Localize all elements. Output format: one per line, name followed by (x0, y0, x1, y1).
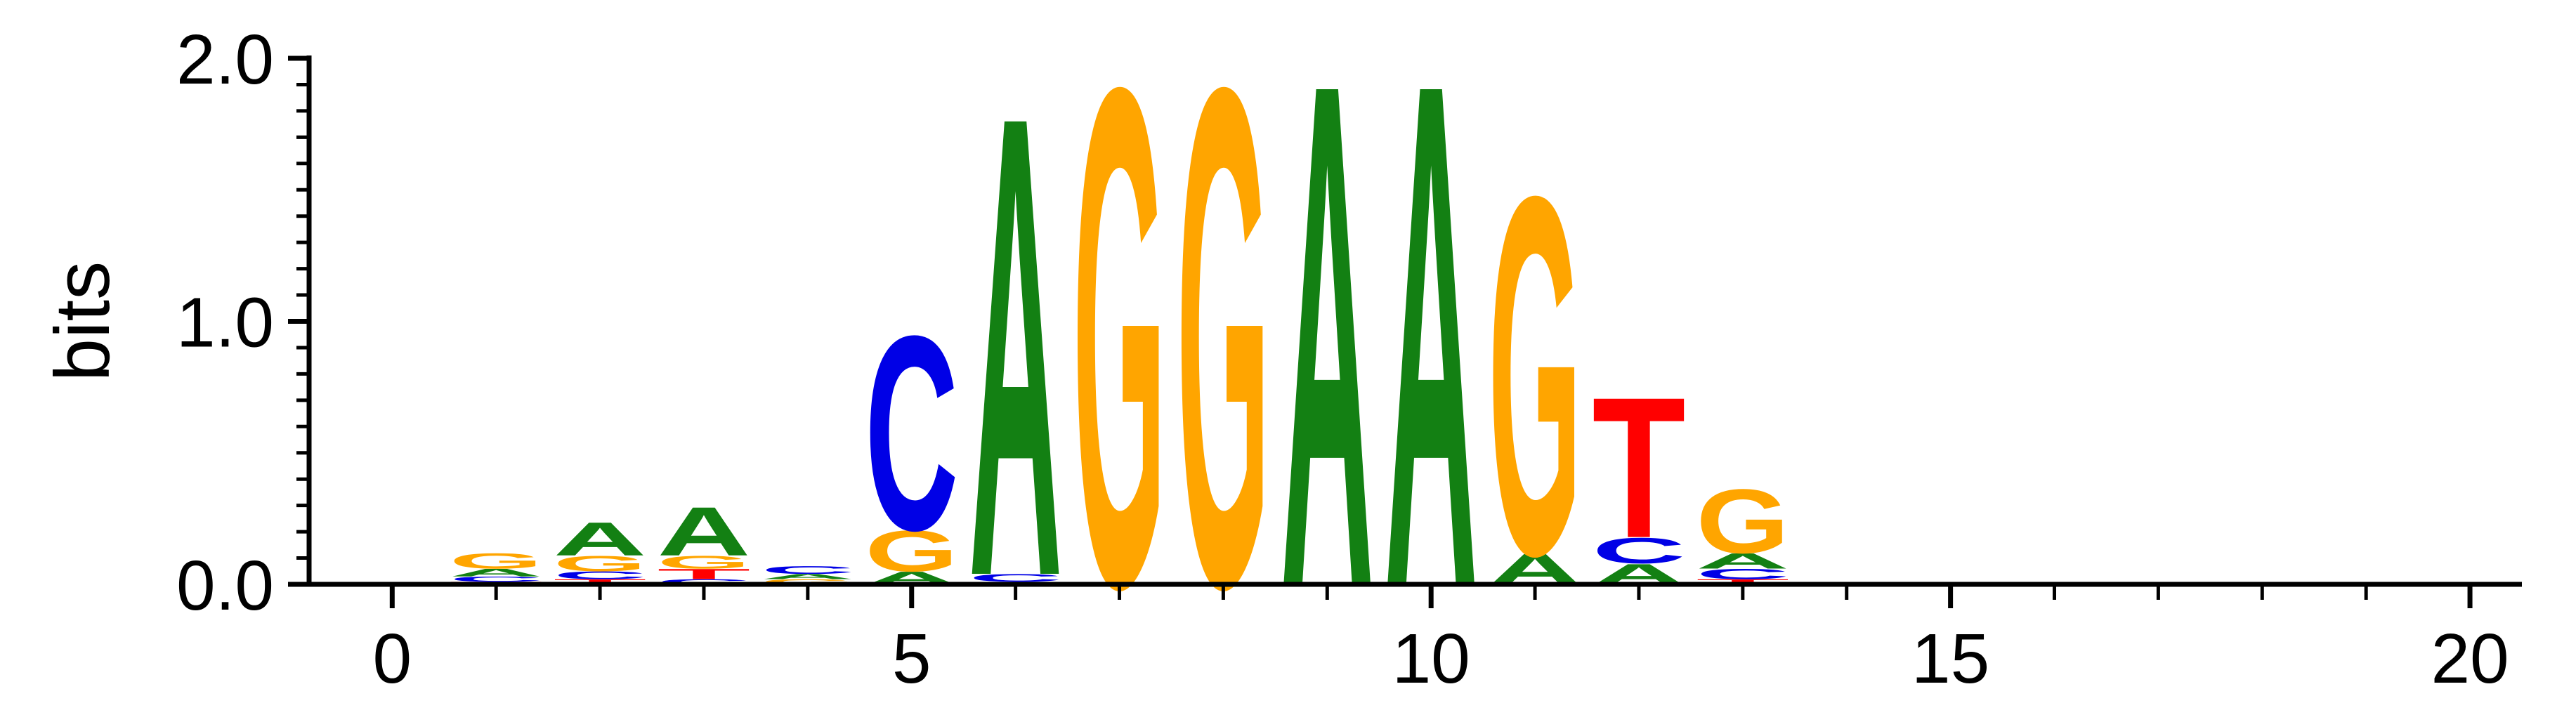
logo-letter-T: T (1696, 578, 1789, 586)
y-axis-label: bits (39, 261, 126, 381)
logo-letter-C: C (969, 572, 1062, 584)
logo-column-10: A (1385, 0, 1478, 722)
x-tick-label: 10 (1392, 619, 1470, 698)
logo-letter-G: G (1489, 91, 1582, 662)
logo-column-4: GAC (761, 564, 854, 586)
x-tick-label: 5 (892, 619, 931, 698)
logo-letter-C: C (761, 564, 854, 576)
y-tick-label: 1.0 (176, 284, 274, 362)
logo-letter-A: A (450, 567, 543, 579)
logo-letter-T: T (1592, 355, 1685, 580)
logo-letter-A: A (657, 493, 750, 570)
logo-letter-C: C (450, 575, 543, 584)
logo-column-6: GCA (969, 0, 1062, 713)
x-tick-label: 0 (372, 619, 412, 698)
logo-letter-C: C (1696, 566, 1789, 582)
axis-tick-labels: 0.0 1.0 2.0 0 5 10 15 20 (176, 20, 2509, 698)
logo-letter-A: A (1696, 549, 1789, 573)
logo-letter-G: G (657, 552, 750, 572)
logo-column-5: AGC (865, 279, 958, 589)
logo-column-8: G (1177, 0, 1270, 722)
logo-letter-A: A (1385, 0, 1478, 722)
logo-letter-G: G (1073, 0, 1166, 722)
y-tick-label: 0.0 (176, 546, 274, 625)
logo-column-9: A (1281, 0, 1374, 722)
x-tick-label: 15 (1911, 619, 1989, 698)
logo-letter-C: C (657, 578, 750, 586)
logo-letter-A: A (554, 513, 647, 566)
axis-ticks (288, 55, 2473, 608)
logo-letter-G: G (1696, 471, 1789, 572)
logo-letter-C: C (1592, 530, 1685, 571)
logo-letter-T: T (554, 578, 647, 586)
x-tick-label: 20 (2431, 619, 2509, 698)
logo-letter-A: A (969, 0, 1062, 713)
logo-letter-G: G (554, 551, 647, 576)
logo-letter-C: C (865, 279, 958, 589)
logo-letter-A: A (761, 572, 854, 581)
logo-letter-G: G (1177, 0, 1270, 722)
logo-column-11: AG (1489, 91, 1582, 662)
y-tick-label: 2.0 (176, 20, 274, 99)
logo-letter-C: C (554, 569, 647, 581)
logo-letter-G: G (761, 578, 854, 586)
logo-letter-G: G (450, 549, 543, 574)
logo-column-7: G (1073, 0, 1166, 722)
logo-letter-T: T (657, 566, 750, 582)
logo-column-12: ACT (1592, 355, 1685, 591)
logo-letter-G: G (865, 518, 958, 584)
logo-letter-A: A (1281, 0, 1374, 722)
